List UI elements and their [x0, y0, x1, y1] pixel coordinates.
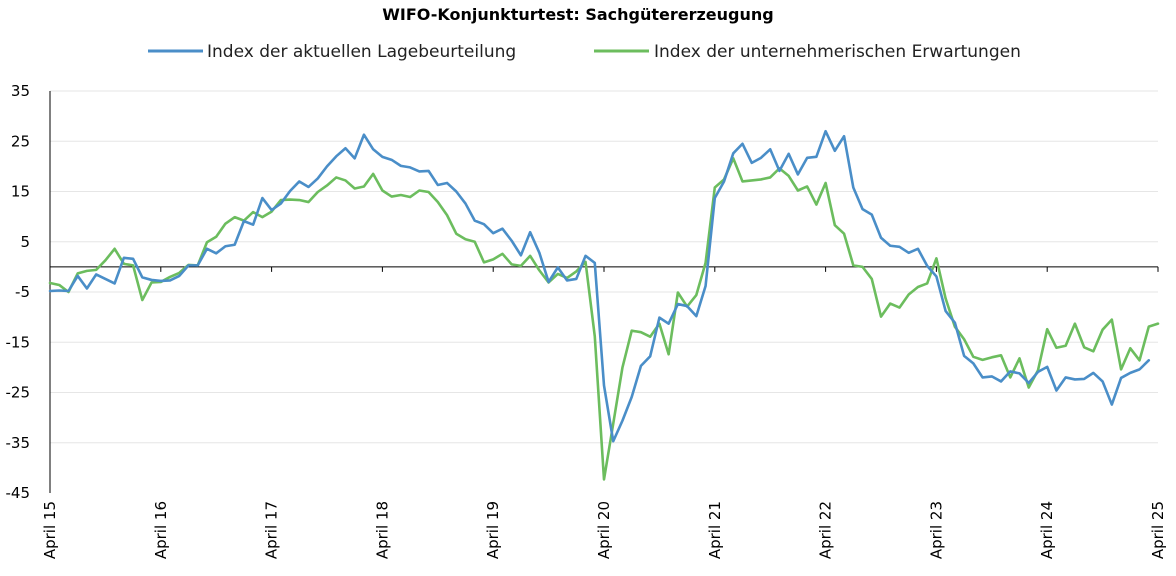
x-tick-label: April 22 [817, 501, 835, 559]
y-tick-label: -45 [6, 484, 31, 502]
x-tick-label: April 24 [1038, 501, 1056, 559]
x-tick-label: April 16 [152, 501, 170, 559]
y-tick-label: 25 [11, 132, 30, 150]
y-tick-label: -25 [6, 384, 31, 402]
series-lines [48, 129, 1160, 481]
y-tick-label: 5 [20, 233, 30, 251]
series-line-1 [48, 157, 1160, 481]
x-tick-label: April 17 [263, 501, 281, 559]
series-line-0 [48, 129, 1151, 443]
y-axis-ticks: 35 25 15 5 -5 -15 -25 -35 -45 [6, 82, 31, 502]
x-tick-label: April 19 [484, 501, 502, 559]
legend-label-erwartungen: Index der unternehmerischen Erwartungen [654, 42, 1021, 62]
x-tick-label: April 25 [1149, 501, 1167, 559]
x-tick-label: April 21 [706, 501, 724, 559]
legend: Index der aktuellen Lagebeurteilung Inde… [148, 42, 1021, 62]
x-tick-label: April 20 [595, 501, 613, 559]
legend-label-lage: Index der aktuellen Lagebeurteilung [207, 42, 516, 62]
y-tick-label: 35 [11, 82, 30, 100]
y-tick-label: 15 [11, 183, 30, 201]
x-tick-label: April 18 [373, 501, 391, 559]
x-tick-label: April 15 [41, 501, 59, 559]
y-tick-label: -5 [15, 283, 30, 301]
x-tick-label: April 23 [927, 501, 945, 559]
x-axis-ticks: April 15 April 16 April 17 April 18 April 19… [41, 266, 1167, 559]
y-tick-label: -15 [6, 333, 31, 351]
y-tick-label: -35 [6, 434, 31, 452]
chart-title: WIFO-Konjunkturtest: Sachgütererzeugung [382, 5, 773, 24]
